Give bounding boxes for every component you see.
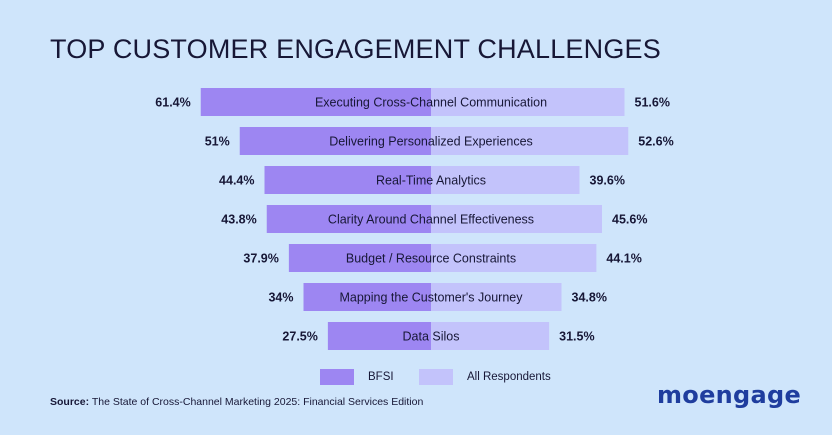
bar-bfsi	[264, 166, 431, 194]
legend-label-bfsi: BFSI	[368, 371, 394, 383]
category-label: Clarity Around Channel Effectiveness	[328, 213, 534, 227]
value-label-all-respondents: 44.1%	[606, 252, 641, 266]
bar-all-respondents	[431, 283, 562, 311]
value-label-all-respondents: 34.8%	[572, 291, 607, 305]
value-label-bfsi: 34%	[268, 291, 293, 305]
source-label: Source:	[50, 396, 90, 408]
source-text: The State of Cross-Channel Marketing 202…	[89, 396, 424, 408]
legend-swatch-all-respondents	[419, 369, 453, 385]
bar-bfsi	[239, 127, 431, 155]
bar-bfsi	[200, 88, 431, 116]
value-label-bfsi: 43.8%	[221, 213, 256, 227]
source-note: Source: The State of Cross-Channel Marke…	[50, 396, 423, 408]
value-label-bfsi: 37.9%	[243, 252, 278, 266]
category-label: Delivering Personalized Experiences	[329, 135, 533, 149]
legend-label-all-respondents: All Respondents	[467, 371, 551, 383]
legend-all-respondents: All Respondents	[419, 369, 551, 385]
bar-all-respondents	[431, 166, 580, 194]
bar-bfsi	[266, 205, 431, 233]
category-label: Real-Time Analytics	[376, 174, 486, 188]
bar-all-respondents	[431, 88, 625, 116]
bar-bfsi	[288, 244, 431, 272]
bar-all-respondents	[431, 127, 629, 155]
legend-bfsi: BFSI	[320, 369, 394, 385]
value-label-all-respondents: 45.6%	[612, 213, 647, 227]
category-label: Data Silos	[403, 330, 460, 344]
moengage-logo: moengage	[657, 381, 802, 409]
value-label-bfsi: 44.4%	[219, 174, 254, 188]
diverging-bar-chart: Executing Cross-Channel Communication 61.…	[155, 88, 674, 350]
bar-all-respondents	[431, 205, 602, 233]
category-label: Mapping the Customer's Journey	[339, 291, 523, 305]
bar-all-respondents	[431, 244, 597, 272]
chart-title: TOP CUSTOMER ENGAGEMENT CHALLENGES	[50, 34, 661, 64]
value-label-all-respondents: 31.5%	[559, 330, 594, 344]
category-label: Executing Cross-Channel Communication	[315, 96, 547, 110]
value-label-bfsi: 61.4%	[155, 96, 190, 110]
bar-all-respondents	[431, 322, 550, 350]
value-label-bfsi: 27.5%	[282, 330, 317, 344]
value-label-all-respondents: 39.6%	[590, 174, 625, 188]
value-label-all-respondents: 51.6%	[635, 96, 670, 110]
bar-bfsi	[303, 283, 431, 311]
legend-swatch-bfsi	[320, 369, 354, 385]
value-label-all-respondents: 52.6%	[638, 135, 673, 149]
category-label: Budget / Resource Constraints	[346, 252, 516, 266]
bar-bfsi	[327, 322, 431, 350]
value-label-bfsi: 51%	[205, 135, 230, 149]
